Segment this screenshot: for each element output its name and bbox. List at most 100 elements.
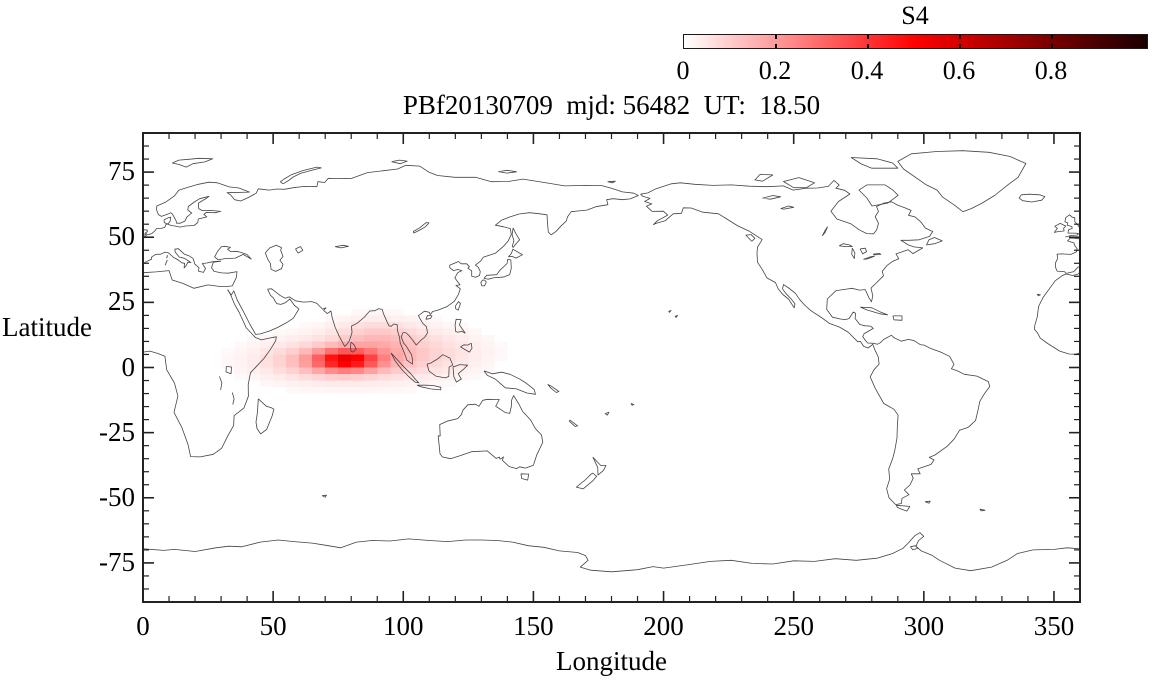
heatmap-cell	[377, 334, 391, 342]
x-tick-label: 250	[773, 611, 814, 641]
coastline-path	[783, 177, 815, 189]
colorbar-tick-label: 0.2	[758, 56, 792, 85]
coastline-path	[452, 364, 468, 383]
heatmap-cell	[351, 374, 365, 381]
heatmap-cell	[455, 360, 469, 368]
coastline-path	[143, 532, 1080, 573]
colorbar	[683, 34, 1148, 49]
heatmap-cell	[377, 341, 391, 348]
heatmap-cell	[455, 374, 469, 381]
coastline-path	[225, 366, 232, 375]
colorbar-tick	[959, 44, 961, 48]
heatmap-cell	[338, 328, 352, 335]
heatmap-cell	[299, 354, 313, 361]
heatmap-cell	[481, 334, 495, 342]
heatmap-cell	[273, 334, 287, 342]
heatmap-cell	[351, 341, 365, 348]
x-tick-label: 0	[136, 611, 150, 641]
heatmap-cell	[390, 360, 404, 368]
heatmap-cell	[312, 321, 326, 329]
heatmap-cell	[260, 334, 274, 342]
heatmap-cell	[364, 321, 378, 329]
heatmap-cell	[429, 321, 443, 329]
coastline-path	[255, 398, 275, 435]
heatmap-cell	[403, 354, 417, 361]
heatmap-cell	[351, 367, 365, 375]
coastline-path	[508, 248, 523, 259]
y-tick-label: 0	[121, 351, 136, 382]
coastline-path	[143, 228, 148, 236]
y-tick-label: 50	[108, 221, 135, 252]
heatmap-cell	[481, 360, 495, 368]
heatmap-cell	[338, 374, 352, 381]
coastline-path	[851, 248, 856, 259]
heatmap-cell	[351, 328, 365, 335]
plot-title: PBf20130709 mjd: 56482 UT: 18.50	[402, 90, 821, 120]
heatmap-cell	[260, 341, 274, 348]
coastline-path	[850, 157, 899, 169]
heatmap-cell	[468, 360, 482, 368]
coastline-path	[547, 384, 560, 393]
heatmap-cell	[429, 367, 443, 375]
heatmap-cell	[390, 374, 404, 381]
heatmap-cell	[403, 328, 417, 335]
colorbar-tick	[775, 44, 777, 48]
heatmap-cell	[403, 387, 417, 394]
heatmap-cell	[338, 341, 352, 348]
heatmap-cell	[390, 367, 404, 375]
heatmap-cell	[429, 374, 443, 381]
coastline-path	[480, 279, 487, 287]
coastline-path	[1034, 273, 1080, 355]
heatmap-cell	[338, 360, 352, 368]
heatmap-cell	[403, 341, 417, 348]
heatmap-cell	[234, 367, 248, 375]
coastline-path	[143, 289, 277, 458]
heatmap-cell	[351, 334, 365, 342]
heatmap-cell	[364, 360, 378, 368]
heatmap-cell	[325, 341, 339, 348]
coastline-path	[859, 247, 867, 255]
heatmap-cell	[416, 341, 430, 348]
heatmap-cell	[494, 354, 508, 361]
colorbar-tick	[867, 35, 869, 39]
coastline-path	[460, 342, 473, 353]
heatmap-cell	[325, 347, 339, 355]
x-tick-label: 300	[903, 611, 945, 641]
coastline-path	[437, 395, 544, 469]
heatmap-cell	[364, 380, 378, 388]
heatmap-cell	[273, 341, 287, 348]
heatmap-cell	[377, 315, 391, 322]
heatmap-cell	[338, 321, 352, 329]
coastline-path	[895, 504, 911, 512]
heatmap-cell	[429, 380, 443, 388]
heatmap-cell	[325, 374, 339, 381]
heatmap-cell	[416, 367, 430, 375]
heatmap-cell	[273, 328, 287, 335]
heatmap-cell	[312, 347, 326, 355]
heatmap-cell	[299, 341, 313, 348]
heatmap-cell	[273, 367, 287, 375]
colorbar-tick	[959, 35, 961, 39]
coastline-path	[892, 315, 903, 321]
heatmap-cell	[286, 347, 300, 355]
heatmap-cell	[481, 347, 495, 355]
coastline-path	[607, 180, 616, 184]
heatmap-cell	[247, 360, 261, 368]
heatmap-cell	[403, 321, 417, 329]
heatmap-cell	[299, 360, 313, 368]
coastline-path	[668, 310, 672, 313]
heatmap-cell	[234, 341, 248, 348]
heatmap-cell	[234, 374, 248, 381]
heatmap-cell	[481, 354, 495, 361]
heatmap-cell	[286, 380, 300, 388]
coastline-path	[821, 226, 828, 237]
heatmap-cell	[364, 347, 378, 355]
coastline-path	[426, 354, 454, 379]
heatmap-cell	[325, 367, 339, 375]
heatmap-cell	[429, 341, 443, 348]
y-tick-label: -75	[99, 546, 135, 577]
heatmap-cell	[299, 334, 313, 342]
coastline-path	[1064, 214, 1080, 238]
coastline-path	[483, 370, 536, 395]
